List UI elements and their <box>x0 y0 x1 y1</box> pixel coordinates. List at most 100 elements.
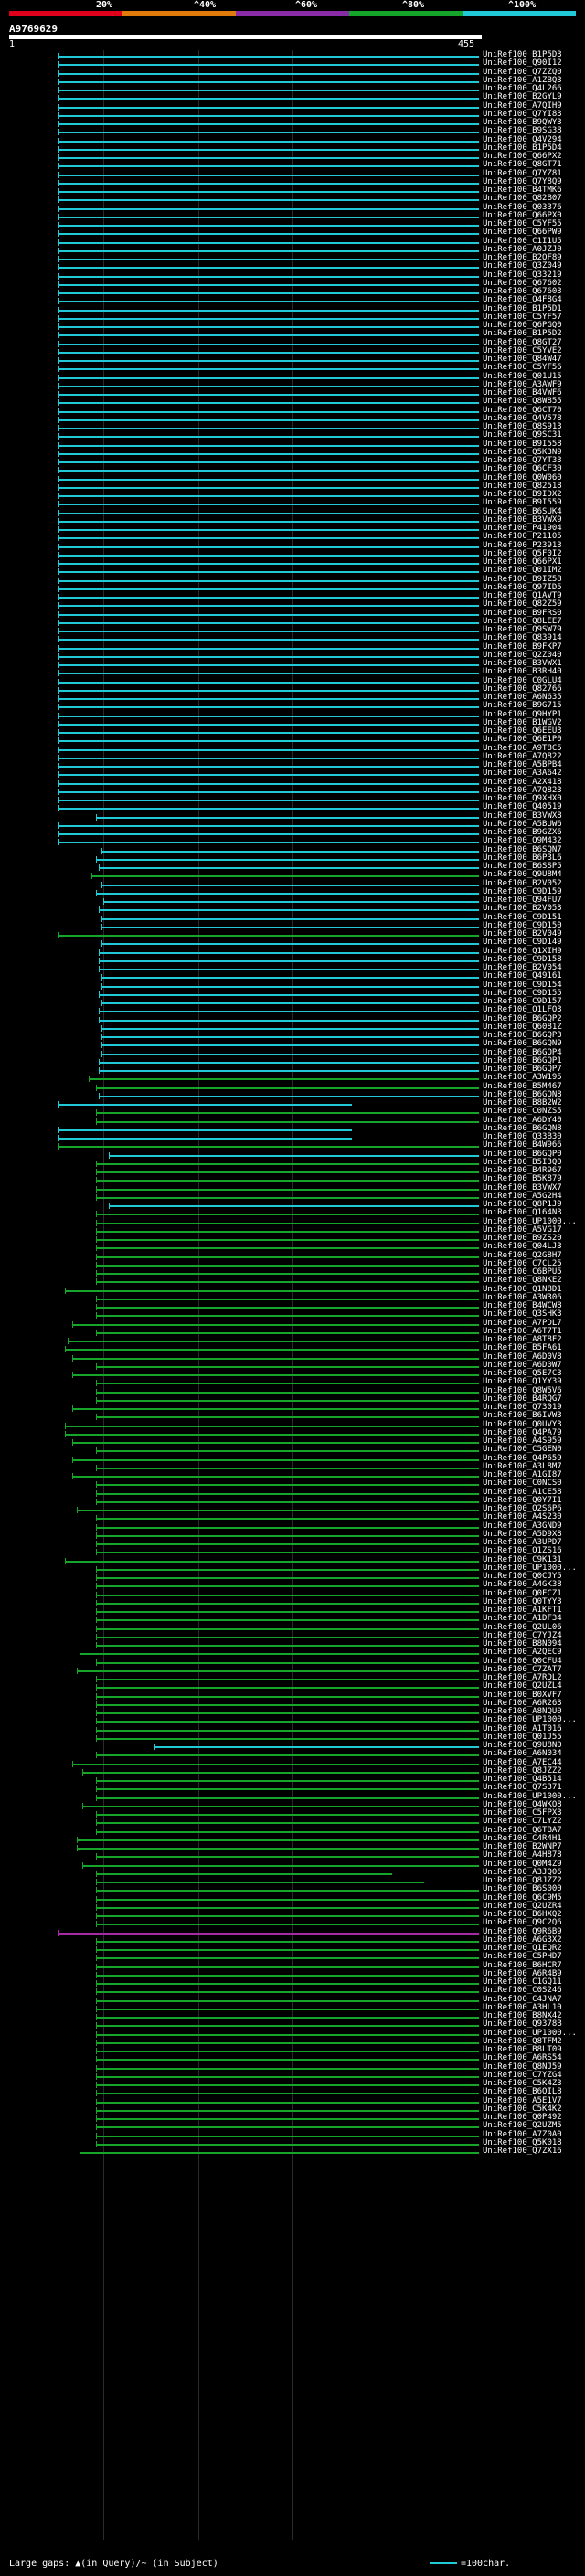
hit-row[interactable]: UniRef100_Q7YZ81 <box>0 168 585 179</box>
hit-row[interactable]: UniRef100_Q9SC31 <box>0 430 585 440</box>
hit-bar[interactable] <box>58 774 480 777</box>
hit-row[interactable]: UniRef100_Q2Z040 <box>0 651 585 661</box>
hit-row[interactable]: UniRef100_A4S959 <box>0 1436 585 1447</box>
hit-row[interactable]: UniRef100_C6BPU5 <box>0 1267 585 1277</box>
hit-bar[interactable] <box>58 148 480 151</box>
hit-bar[interactable] <box>58 267 480 270</box>
hit-label[interactable]: UniRef100_C4R4H1 <box>483 1833 562 1843</box>
hit-bar[interactable] <box>58 563 480 565</box>
hit-bar[interactable] <box>58 706 480 709</box>
hit-label[interactable]: UniRef100_A7Q822 <box>483 751 562 761</box>
hit-label[interactable]: UniRef100_B2V052 <box>483 878 562 888</box>
hit-bar[interactable] <box>96 1830 480 1833</box>
hit-bar[interactable] <box>58 698 480 700</box>
hit-label[interactable]: UniRef100_B4VWF6 <box>483 388 562 398</box>
hit-bar[interactable] <box>96 2033 480 2036</box>
hit-row[interactable]: UniRef100_C5FPX3 <box>0 1808 585 1818</box>
hit-label[interactable]: UniRef100_B8N094 <box>483 1639 562 1648</box>
hit-bar[interactable] <box>58 402 480 405</box>
hit-row[interactable]: UniRef100_UP1000... <box>0 2029 585 2039</box>
hit-label[interactable]: UniRef100_B6P3L6 <box>483 853 562 863</box>
hit-row[interactable]: UniRef100_Q2UZL4 <box>0 1681 585 1691</box>
hit-label[interactable]: UniRef100_A6N034 <box>483 1749 562 1759</box>
hit-bar[interactable] <box>77 1839 480 1841</box>
hit-label[interactable]: UniRef100_B3VWX1 <box>483 659 562 668</box>
hit-bar[interactable] <box>58 935 480 937</box>
hit-label[interactable]: UniRef100_Q82518 <box>483 481 562 491</box>
hit-row[interactable]: UniRef100_Q0FCZ1 <box>0 1589 585 1599</box>
hit-label[interactable]: UniRef100_B4TMK6 <box>483 186 562 195</box>
hit-label[interactable]: UniRef100_Q4B514 <box>483 1775 562 1784</box>
hit-bar[interactable] <box>96 2075 480 2078</box>
hit-label[interactable]: UniRef100_A3W195 <box>483 1073 562 1083</box>
hit-bar[interactable] <box>96 1087 480 1089</box>
hit-label[interactable]: UniRef100_Q7YZ81 <box>483 168 562 178</box>
hit-row[interactable]: UniRef100_C9D155 <box>0 989 585 999</box>
hit-bar[interactable] <box>58 800 480 801</box>
hit-label[interactable]: UniRef100_Q03376 <box>483 202 562 212</box>
hit-bar[interactable] <box>96 1754 480 1757</box>
hit-bar[interactable] <box>96 1957 480 1960</box>
hit-label[interactable]: UniRef100_C5K4K2 <box>483 2104 562 2114</box>
hit-label[interactable]: UniRef100_B2QF89 <box>483 253 562 262</box>
hit-row[interactable]: UniRef100_C9K131 <box>0 1555 585 1565</box>
hit-row[interactable]: UniRef100_C7YZG4 <box>0 2071 585 2081</box>
hit-row[interactable]: UniRef100_Q7ZZQ0 <box>0 68 585 78</box>
hit-row[interactable]: UniRef100_A6D0W7 <box>0 1361 585 1371</box>
hit-label[interactable]: UniRef100_Q3SHK3 <box>483 1309 562 1320</box>
hit-label[interactable]: UniRef100_A6T7T1 <box>483 1326 562 1336</box>
hit-bar[interactable] <box>96 816 480 819</box>
hit-row[interactable]: UniRef100_Q4L266 <box>0 84 585 94</box>
hit-label[interactable]: UniRef100_Q2G8H7 <box>483 1250 562 1260</box>
hit-bar[interactable] <box>58 452 480 455</box>
hit-row[interactable]: UniRef100_Q6081Z <box>0 1023 585 1033</box>
hit-row[interactable]: UniRef100_B9FRS0 <box>0 609 585 619</box>
hit-row[interactable]: UniRef100_B9SG38 <box>0 126 585 136</box>
hit-row[interactable]: UniRef100_B6GQP7 <box>0 1065 585 1075</box>
hit-label[interactable]: UniRef100_B2WNP7 <box>483 1842 562 1851</box>
hit-bar[interactable] <box>72 1476 480 1478</box>
hit-label[interactable]: UniRef100_B6SQN7 <box>483 844 562 854</box>
hit-bar[interactable] <box>96 1298 480 1300</box>
hit-bar[interactable] <box>96 2017 480 2019</box>
hit-label[interactable]: UniRef100_C7ZAT7 <box>483 1664 562 1674</box>
hit-label[interactable]: UniRef100_B6HCR7 <box>483 1960 562 1970</box>
hit-label[interactable]: UniRef100_A5VG17 <box>483 1224 562 1235</box>
hit-bar[interactable] <box>58 681 480 684</box>
hit-row[interactable]: UniRef100_P21105 <box>0 532 585 542</box>
hit-label[interactable]: UniRef100_A3W306 <box>483 1292 562 1302</box>
hit-label[interactable]: UniRef100_A9T8C5 <box>483 743 562 753</box>
hit-row[interactable]: UniRef100_Q7S371 <box>0 1783 585 1793</box>
hit-row[interactable]: UniRef100_Q66PW9 <box>0 228 585 238</box>
hit-label[interactable]: UniRef100_Q82Z59 <box>483 599 562 610</box>
hit-row[interactable]: UniRef100_A7PDL7 <box>0 1319 585 1329</box>
hit-bar[interactable] <box>81 1805 480 1807</box>
hit-row[interactable]: UniRef100_B5I3Q0 <box>0 1158 585 1168</box>
hit-row[interactable]: UniRef100_Q164N3 <box>0 1208 585 1218</box>
hit-label[interactable]: UniRef100_B6GQP4 <box>483 1047 562 1057</box>
hit-row[interactable]: UniRef100_A6R4B9 <box>0 1969 585 1979</box>
hit-bar[interactable] <box>58 394 480 396</box>
hit-bar[interactable] <box>96 1331 480 1334</box>
hit-row[interactable]: UniRef100_A3AWF9 <box>0 380 585 390</box>
hit-bar[interactable] <box>58 824 480 827</box>
hit-bar[interactable] <box>72 1458 480 1461</box>
hit-label[interactable]: UniRef100_B8NX42 <box>483 2011 562 2020</box>
hit-row[interactable]: UniRef100_Q0TYY3 <box>0 1597 585 1607</box>
hit-bar[interactable] <box>58 655 480 658</box>
hit-bar[interactable] <box>65 1425 480 1427</box>
hit-label[interactable]: UniRef100_A1ZBQ3 <box>483 75 562 85</box>
hit-label[interactable]: UniRef100_A5D9X8 <box>483 1529 562 1539</box>
hit-row[interactable]: UniRef100_Q8P1J9 <box>0 1200 585 1210</box>
hit-row[interactable]: UniRef100_B6SSP5 <box>0 862 585 872</box>
hit-label[interactable]: UniRef100_Q9C2Q6 <box>483 1918 562 1928</box>
hit-label[interactable]: UniRef100_Q5E7C3 <box>483 1369 562 1378</box>
hit-bar[interactable] <box>72 1323 480 1326</box>
hit-label[interactable]: UniRef100_A8NQU0 <box>483 1707 562 1716</box>
hit-row[interactable]: UniRef100_C7CL25 <box>0 1259 585 1269</box>
hit-bar[interactable] <box>96 1712 480 1714</box>
hit-row[interactable]: UniRef100_B3VWX9 <box>0 515 585 525</box>
hit-label[interactable]: UniRef100_A4S959 <box>483 1436 562 1446</box>
hit-label[interactable]: UniRef100_Q4L266 <box>483 84 562 93</box>
hit-label[interactable]: UniRef100_B1P5D4 <box>483 143 562 153</box>
